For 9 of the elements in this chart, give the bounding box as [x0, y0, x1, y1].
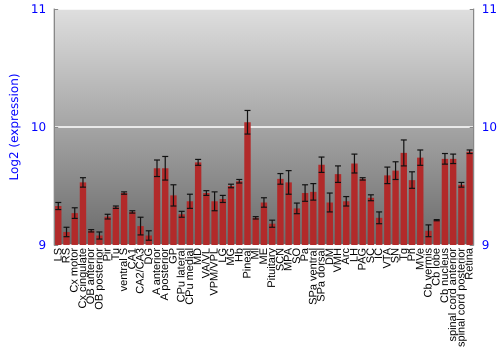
- x-tick-label: Tg: [398, 248, 410, 261]
- y-axis-title: Log2 (expression): [7, 73, 21, 180]
- y-tick-label: 11: [30, 2, 46, 16]
- x-tick-label: Retina: [464, 247, 476, 280]
- y2-tick-label: 10: [482, 120, 498, 134]
- y2-tick-label: 11: [482, 2, 498, 16]
- y2-tick-label: 9: [482, 238, 490, 252]
- y-tick-label: 9: [38, 238, 46, 252]
- y-tick-label: 10: [30, 120, 46, 134]
